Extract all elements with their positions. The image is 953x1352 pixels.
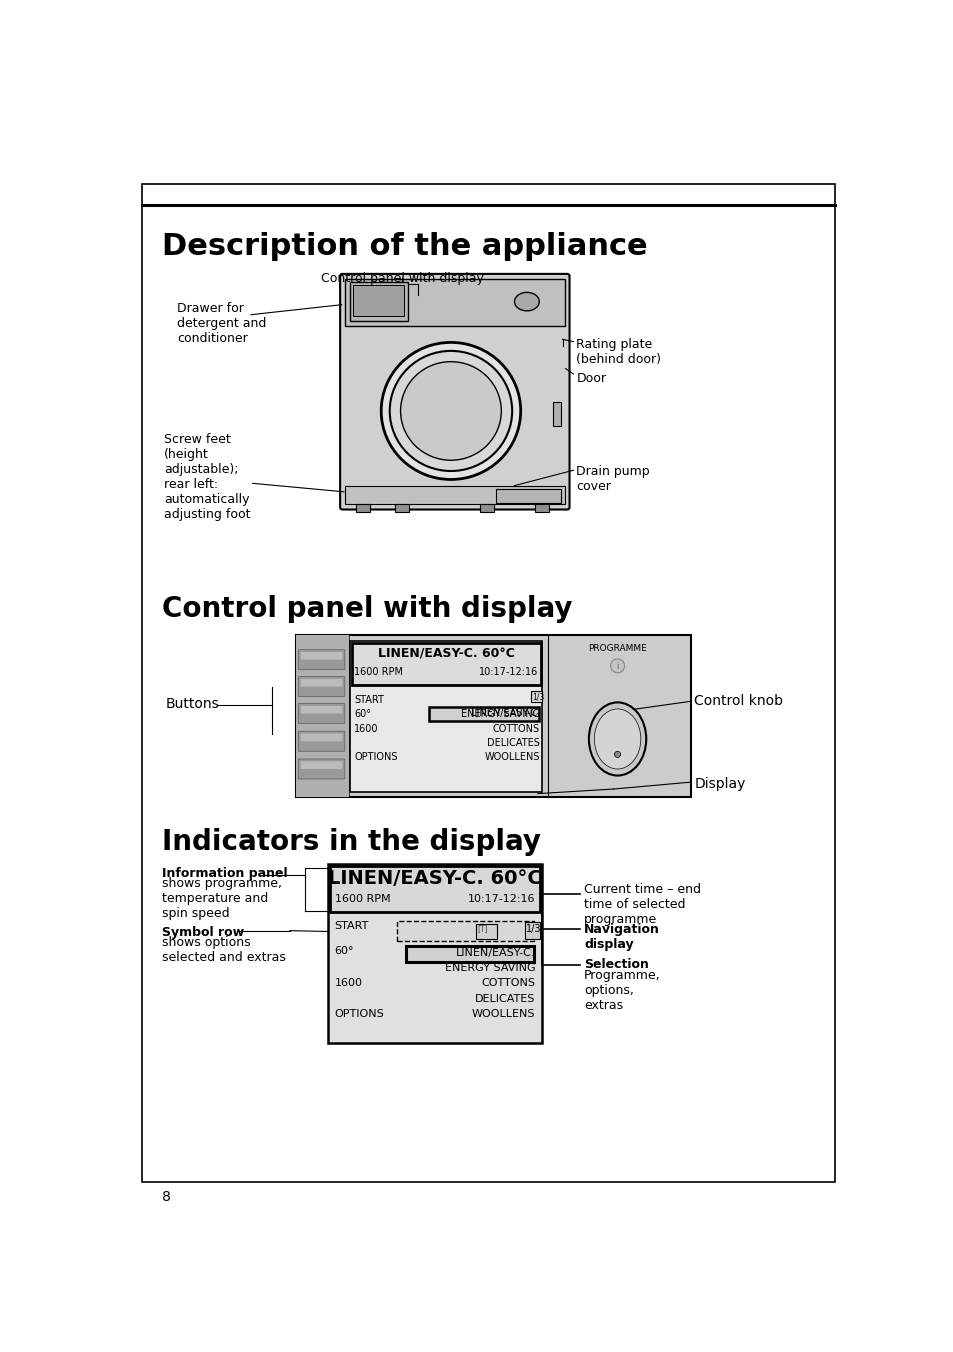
FancyBboxPatch shape — [300, 706, 342, 714]
Bar — [396, 922, 534, 941]
Text: Control knob: Control knob — [694, 694, 782, 707]
Text: OPTIONS: OPTIONS — [335, 1009, 384, 1019]
Text: PROGRAMME: PROGRAMME — [588, 645, 646, 653]
Bar — [353, 285, 403, 316]
Ellipse shape — [381, 342, 520, 480]
Text: Symbol row: Symbol row — [162, 926, 244, 940]
Bar — [295, 635, 691, 796]
Text: START: START — [354, 695, 383, 706]
Text: Indicators in the display: Indicators in the display — [162, 829, 540, 856]
Ellipse shape — [594, 708, 640, 769]
Text: i: i — [616, 662, 618, 671]
Text: 1600 RPM: 1600 RPM — [354, 668, 403, 677]
Text: 1600 RPM: 1600 RPM — [335, 894, 390, 903]
Text: Programme,
options,
extras: Programme, options, extras — [583, 969, 660, 1013]
Text: Information panel: Information panel — [162, 867, 287, 880]
Text: Buttons: Buttons — [166, 698, 219, 711]
Text: 8: 8 — [162, 1190, 171, 1205]
Ellipse shape — [514, 292, 538, 311]
Text: ENERGY SAVING: ENERGY SAVING — [444, 963, 535, 973]
Ellipse shape — [588, 703, 645, 776]
Text: 1600: 1600 — [335, 979, 362, 988]
Bar — [328, 864, 541, 1044]
Text: WOOLLENS: WOOLLENS — [484, 752, 539, 763]
Text: [T]: [T] — [476, 925, 487, 933]
Text: Drawer for
detergent and
conditioner: Drawer for detergent and conditioner — [177, 303, 267, 345]
Ellipse shape — [390, 352, 512, 470]
Text: LINEN/EASY-C.: LINEN/EASY-C. — [470, 708, 539, 718]
FancyBboxPatch shape — [298, 731, 344, 752]
Text: Current time – end
time of selected
programme: Current time – end time of selected prog… — [583, 883, 700, 926]
FancyBboxPatch shape — [298, 758, 344, 779]
Text: Display: Display — [694, 776, 745, 791]
Text: 10:17-12:16: 10:17-12:16 — [478, 668, 537, 677]
Text: COTTONS: COTTONS — [493, 725, 539, 734]
Bar — [350, 641, 542, 792]
Bar — [496, 488, 560, 503]
Text: 60°: 60° — [354, 708, 371, 719]
Text: shows options
selected and extras: shows options selected and extras — [162, 936, 286, 964]
FancyBboxPatch shape — [300, 761, 342, 769]
Text: shows programme,
temperature and
spin speed: shows programme, temperature and spin sp… — [162, 877, 281, 919]
FancyBboxPatch shape — [300, 734, 342, 741]
Text: 1/3: 1/3 — [532, 692, 544, 700]
FancyBboxPatch shape — [340, 274, 569, 510]
Bar — [534, 504, 548, 512]
Bar — [553, 402, 560, 426]
Text: 10:17-12:16: 10:17-12:16 — [467, 894, 535, 903]
Bar — [476, 923, 497, 940]
Text: DELICATES: DELICATES — [475, 994, 535, 1003]
Text: LINEN/EASY-C. 60°C: LINEN/EASY-C. 60°C — [328, 869, 541, 888]
Text: Description of the appliance: Description of the appliance — [162, 231, 647, 261]
Text: WOOLLENS: WOOLLENS — [472, 1009, 535, 1019]
Text: Control panel with display: Control panel with display — [320, 272, 483, 285]
Bar — [429, 707, 538, 721]
Bar — [406, 946, 534, 961]
Text: OPTIONS: OPTIONS — [354, 752, 397, 763]
Text: LINEN/EASY-C.: LINEN/EASY-C. — [456, 948, 535, 957]
Text: LINEN/EASY-C. 60°C: LINEN/EASY-C. 60°C — [377, 648, 515, 660]
FancyBboxPatch shape — [298, 676, 344, 696]
Bar — [350, 283, 408, 320]
Text: Navigation
display: Navigation display — [583, 923, 659, 950]
Bar — [344, 485, 564, 504]
FancyBboxPatch shape — [298, 703, 344, 723]
Text: Selection: Selection — [583, 959, 648, 972]
FancyBboxPatch shape — [300, 652, 342, 660]
Text: START: START — [335, 922, 369, 932]
Text: 1/3: 1/3 — [525, 923, 541, 934]
Text: 60°: 60° — [335, 946, 354, 956]
Text: Rating plate
(behind door): Rating plate (behind door) — [576, 338, 660, 366]
Text: Screw feet
(height
adjustable);
rear left:
automatically
adjusting foot: Screw feet (height adjustable); rear lef… — [164, 433, 251, 522]
Text: ENERGY SAVING: ENERGY SAVING — [460, 708, 539, 719]
Bar — [356, 504, 370, 512]
Bar — [524, 922, 539, 940]
Ellipse shape — [610, 658, 624, 673]
Text: COTTONS: COTTONS — [481, 979, 535, 988]
Text: Drain pump
cover: Drain pump cover — [576, 465, 649, 493]
FancyBboxPatch shape — [300, 679, 342, 687]
FancyBboxPatch shape — [298, 650, 344, 669]
Bar — [295, 635, 348, 796]
Bar — [352, 642, 540, 685]
Bar — [344, 279, 564, 326]
Text: Control panel with display: Control panel with display — [162, 595, 572, 623]
Ellipse shape — [400, 362, 500, 460]
Bar — [530, 691, 541, 702]
Bar — [395, 504, 409, 512]
Bar — [330, 867, 539, 913]
Text: 1600: 1600 — [354, 725, 378, 734]
Text: DELICATES: DELICATES — [487, 738, 539, 748]
Text: Door: Door — [576, 372, 606, 385]
Ellipse shape — [614, 752, 620, 757]
Bar — [480, 504, 494, 512]
